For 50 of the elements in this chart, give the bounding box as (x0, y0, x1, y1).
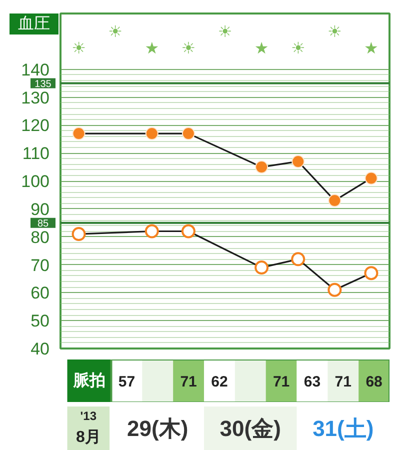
data-label: 71 (334, 374, 352, 390)
text: 脈拍 (72, 372, 106, 390)
point (292, 154, 305, 168)
ref-line-label: 85 (37, 218, 49, 230)
y-tick-label: 40 (30, 340, 50, 358)
point (145, 127, 158, 140)
point (291, 252, 306, 266)
point (255, 160, 268, 174)
y-tick-label: 60 (30, 284, 50, 303)
y-tick-label: 100 (21, 172, 50, 191)
y-tick-label: 70 (30, 256, 50, 275)
data-label: 71 (180, 374, 197, 390)
x-tick-label: ★ (364, 38, 378, 58)
x-tick-label: ☀ (327, 22, 342, 41)
y-tick-label: 130 (21, 88, 50, 108)
ref-line-label: 135 (34, 78, 52, 90)
x-tick-label: ★ (144, 38, 160, 58)
x-tick-label: ☀ (290, 38, 306, 58)
x-tick-label: ☀ (181, 38, 196, 58)
point (72, 127, 86, 140)
y-tick-label: 140 (21, 60, 50, 80)
data-label: 68 (366, 374, 382, 390)
text: 8月 (76, 428, 101, 446)
text: '13 (80, 409, 97, 424)
y-tick-label: 90 (30, 200, 50, 219)
data-label: 71 (272, 374, 290, 390)
y-tick-label: 80 (30, 228, 50, 247)
point (328, 282, 342, 297)
data-label: 62 (211, 374, 228, 390)
point (328, 194, 342, 208)
data-label: 63 (304, 374, 321, 390)
y-tick-label: 110 (22, 144, 50, 164)
chart-title: 血圧 (18, 16, 50, 32)
x-tick-label: ☀ (108, 22, 123, 41)
text: 30(金) (220, 416, 281, 441)
point (182, 127, 195, 140)
text: 31(土) (312, 416, 374, 441)
data-label: 57 (118, 374, 136, 390)
x-tick-label: ☀ (72, 38, 86, 58)
point (144, 224, 159, 238)
y-tick-label: 120 (21, 116, 50, 136)
x-tick-label: ★ (254, 38, 269, 58)
x-tick-label: ☀ (218, 22, 232, 41)
point (364, 266, 378, 280)
y-tick-label: 50 (30, 312, 50, 331)
point (181, 224, 196, 238)
point (364, 172, 378, 185)
point (254, 260, 269, 275)
text: 29(木) (127, 416, 188, 441)
point (72, 227, 86, 242)
